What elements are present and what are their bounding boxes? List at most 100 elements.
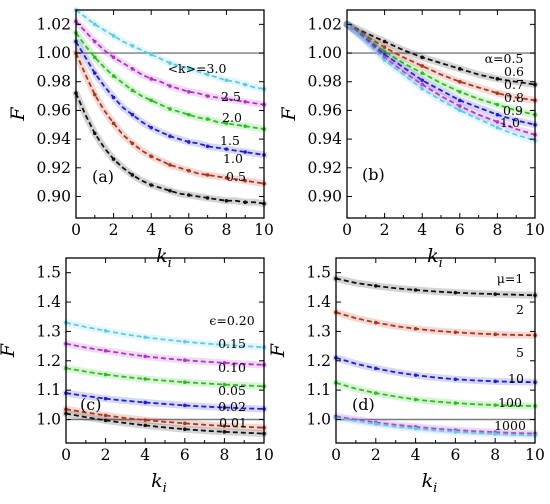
- y-axis-label: F: [267, 343, 289, 358]
- data-point: [382, 45, 387, 50]
- data-point: [495, 125, 500, 130]
- data-point: [143, 335, 147, 340]
- data-point: [103, 348, 108, 353]
- panel-d: μ=1 2 5 10 100 1000 0 2 4 6 8 10 1.0 1.1 1.2 1.3 1.4 1.5 k…: [267, 257, 545, 496]
- data-point: [495, 102, 500, 107]
- data-point: [243, 100, 247, 104]
- series-line: [65, 321, 265, 349]
- data-point: [205, 117, 210, 121]
- data-point: [458, 104, 462, 108]
- panel-tag: (d): [352, 395, 375, 414]
- data-point: [243, 124, 247, 128]
- series-label: 0.7: [504, 77, 524, 92]
- data-point: [205, 72, 210, 77]
- data-point: [103, 413, 108, 418]
- x-tick-label: 4: [140, 446, 150, 464]
- data-point: [374, 366, 378, 371]
- data-point: [453, 330, 458, 335]
- data-point: [458, 98, 462, 103]
- y-tick-label: 1.02: [307, 15, 342, 33]
- series-label: 1.0: [500, 115, 520, 130]
- data-point: [222, 361, 227, 365]
- data-point: [103, 372, 108, 377]
- data-point: [103, 396, 108, 401]
- data-point: [495, 112, 500, 117]
- data-point: [168, 61, 172, 65]
- data-point: [243, 82, 247, 87]
- data-point: [187, 112, 191, 117]
- x-tick-label: 4: [417, 221, 427, 239]
- y-tick-label: 0.98: [307, 73, 342, 91]
- data-point: [143, 418, 147, 422]
- series-label: <k>=3.0: [168, 61, 227, 76]
- y-tick-label: 0.92: [36, 159, 71, 177]
- y-tick-label: 1.0: [36, 411, 61, 429]
- series-label: 0.8: [504, 90, 524, 105]
- data-point: [224, 121, 229, 126]
- data-point: [222, 382, 227, 387]
- series-line: [346, 23, 536, 142]
- data-point: [111, 74, 116, 78]
- data-point: [374, 422, 378, 426]
- data-point: [413, 288, 418, 292]
- data-point: [111, 95, 116, 100]
- data-point: [374, 284, 378, 288]
- y-tick-label: 0.96: [307, 101, 342, 119]
- series-line: [346, 23, 536, 86]
- data-point: [183, 421, 187, 426]
- data-point: [458, 79, 462, 84]
- data-point: [382, 58, 387, 63]
- series-label: α=0.5: [485, 51, 524, 66]
- y-tick-label: 0.90: [36, 187, 71, 205]
- data-point: [168, 188, 172, 193]
- x-axis-label: ki: [156, 245, 172, 271]
- panel-b: α=0.50.60.70.80.91.00 2 4 6 8 100.900.920.940…: [278, 9, 545, 271]
- x-tick-label: 10: [525, 446, 545, 464]
- data-point: [103, 418, 108, 423]
- x-axis-label: ki: [427, 245, 443, 271]
- x-axis-label-main: k: [151, 470, 163, 492]
- x-tick-label: 8: [490, 446, 500, 464]
- series-label: 2.5: [221, 89, 241, 104]
- x-tick-label: 8: [492, 221, 502, 239]
- data-point: [149, 154, 153, 159]
- data-point: [187, 168, 191, 173]
- data-point: [111, 121, 116, 126]
- x-tick-label: 10: [254, 221, 274, 239]
- data-point: [93, 92, 97, 97]
- data-point: [130, 141, 135, 146]
- data-point: [243, 200, 247, 205]
- x-axis-label-main: k: [156, 245, 168, 267]
- series-line: [65, 367, 265, 388]
- y-axis-label: F: [0, 343, 19, 358]
- x-tick-label: 6: [180, 446, 190, 464]
- series-band: [332, 354, 539, 386]
- data-point: [413, 397, 418, 402]
- y-tick-label: 0.94: [36, 130, 71, 148]
- series-line: [346, 23, 536, 126]
- data-point: [243, 150, 247, 154]
- data-point: [149, 183, 153, 187]
- y-tick-label: 0.92: [307, 159, 342, 177]
- series-line: [335, 356, 536, 384]
- data-point: [183, 403, 187, 408]
- data-point: [111, 34, 116, 38]
- panel-tag: (c): [80, 395, 101, 414]
- data-point: [495, 120, 500, 124]
- x-tick-label: 0: [342, 221, 352, 239]
- data-point: [111, 55, 116, 60]
- data-point: [458, 108, 462, 113]
- series-label: 2.0: [222, 110, 242, 125]
- y-tick-label: 1.1: [306, 381, 331, 399]
- data-point: [224, 97, 229, 101]
- series-line: [65, 392, 265, 410]
- data-point: [222, 424, 227, 428]
- series-line: [65, 408, 265, 429]
- data-point: [168, 163, 172, 167]
- series-line: [65, 342, 265, 366]
- data-point: [420, 71, 425, 75]
- series-label: 2: [516, 302, 524, 317]
- series-line: [335, 415, 536, 435]
- series-label: 0.02: [218, 399, 246, 414]
- data-point: [453, 401, 458, 405]
